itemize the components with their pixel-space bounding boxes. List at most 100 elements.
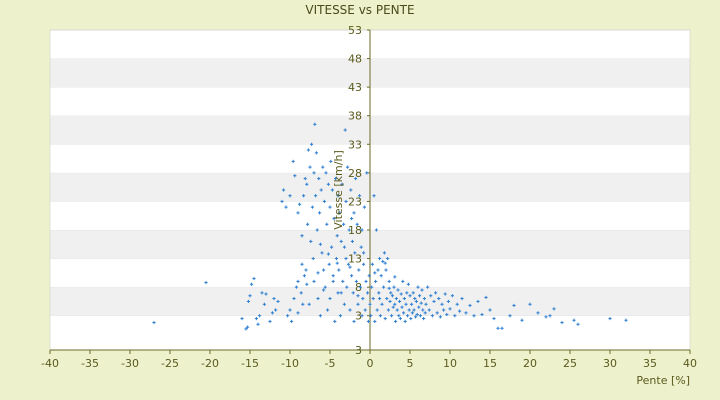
data-point xyxy=(354,279,358,284)
data-point xyxy=(434,291,438,295)
data-point xyxy=(292,296,296,301)
data-point xyxy=(313,122,317,126)
data-point xyxy=(361,296,365,301)
data-point xyxy=(290,319,294,324)
data-point xyxy=(321,165,325,169)
data-point xyxy=(368,302,372,306)
data-point xyxy=(298,202,302,206)
data-point xyxy=(345,285,349,289)
data-point xyxy=(240,316,244,321)
data-point xyxy=(443,292,447,296)
data-point xyxy=(301,302,305,306)
data-point xyxy=(327,262,331,266)
y-tick-label: 43 xyxy=(348,81,362,94)
data-point xyxy=(272,296,276,301)
data-point xyxy=(362,251,366,255)
data-point xyxy=(353,251,357,255)
y-tick-label: 48 xyxy=(348,53,362,66)
data-point xyxy=(346,165,350,169)
data-point xyxy=(370,285,374,289)
data-point xyxy=(308,165,312,169)
data-point xyxy=(356,302,360,306)
data-point xyxy=(319,188,323,192)
data-point xyxy=(366,319,370,324)
data-point xyxy=(352,211,356,215)
data-point xyxy=(323,285,327,289)
data-point xyxy=(398,299,402,304)
data-point xyxy=(317,176,321,181)
data-point xyxy=(342,222,346,226)
data-point xyxy=(404,302,408,306)
data-point xyxy=(328,205,332,209)
data-point xyxy=(458,309,462,313)
data-point xyxy=(388,299,392,304)
data-point xyxy=(480,312,484,317)
data-point xyxy=(393,275,397,279)
y-tick-label: 28 xyxy=(348,167,362,180)
data-point xyxy=(276,299,280,304)
data-point xyxy=(386,256,390,261)
data-point xyxy=(406,282,410,286)
data-point xyxy=(329,159,333,164)
data-point xyxy=(258,314,262,318)
x-tick-label: -35 xyxy=(81,357,99,370)
chart-title: VITESSE vs PENTE xyxy=(305,3,414,17)
data-point xyxy=(392,285,396,289)
x-tick-label: -40 xyxy=(41,357,59,370)
data-point xyxy=(400,305,404,309)
data-point xyxy=(260,291,264,295)
data-point xyxy=(300,262,304,266)
data-point xyxy=(410,311,414,315)
data-point xyxy=(362,205,366,209)
data-point xyxy=(248,294,252,298)
data-point xyxy=(488,308,492,312)
data-point xyxy=(402,311,406,315)
data-point xyxy=(432,299,436,304)
data-point xyxy=(348,308,352,312)
data-point xyxy=(331,274,335,278)
data-point xyxy=(460,296,464,301)
data-point xyxy=(365,171,369,175)
data-point xyxy=(358,285,362,289)
data-point xyxy=(373,271,377,275)
data-point xyxy=(350,216,354,221)
data-point xyxy=(296,279,300,284)
data-point xyxy=(396,288,400,292)
data-point xyxy=(326,308,330,312)
x-tick-labels: -40 -35 -30 -25 -20 -15 -10 -5 0 5 10 15 20 25 30 35 40 xyxy=(41,357,697,370)
data-point xyxy=(303,176,307,181)
data-point xyxy=(344,256,348,261)
data-point xyxy=(262,302,266,306)
data-point xyxy=(341,279,345,284)
data-point xyxy=(390,314,394,318)
data-point xyxy=(335,234,339,238)
data-point xyxy=(448,307,452,311)
data-point xyxy=(310,142,314,146)
data-point xyxy=(355,222,359,226)
data-point xyxy=(299,291,303,295)
data-point xyxy=(338,314,342,318)
data-point xyxy=(508,314,512,318)
data-point xyxy=(268,319,272,324)
data-point xyxy=(244,327,248,331)
data-point xyxy=(560,320,564,325)
data-point xyxy=(350,274,354,278)
data-point xyxy=(330,188,334,192)
data-point xyxy=(270,311,274,315)
data-point xyxy=(346,262,350,266)
data-point xyxy=(373,319,377,324)
data-point xyxy=(401,279,405,284)
data-point xyxy=(305,282,309,286)
data-point xyxy=(378,296,382,301)
data-point xyxy=(358,194,362,198)
y-tick-label: 38 xyxy=(348,110,362,123)
data-point xyxy=(318,211,322,215)
data-point xyxy=(408,294,412,298)
data-point xyxy=(384,268,388,272)
data-point xyxy=(438,315,442,319)
data-point xyxy=(246,299,250,304)
data-point xyxy=(330,245,334,249)
x-tick-label: -20 xyxy=(201,357,219,370)
data-point xyxy=(455,302,459,306)
data-point xyxy=(339,239,343,244)
